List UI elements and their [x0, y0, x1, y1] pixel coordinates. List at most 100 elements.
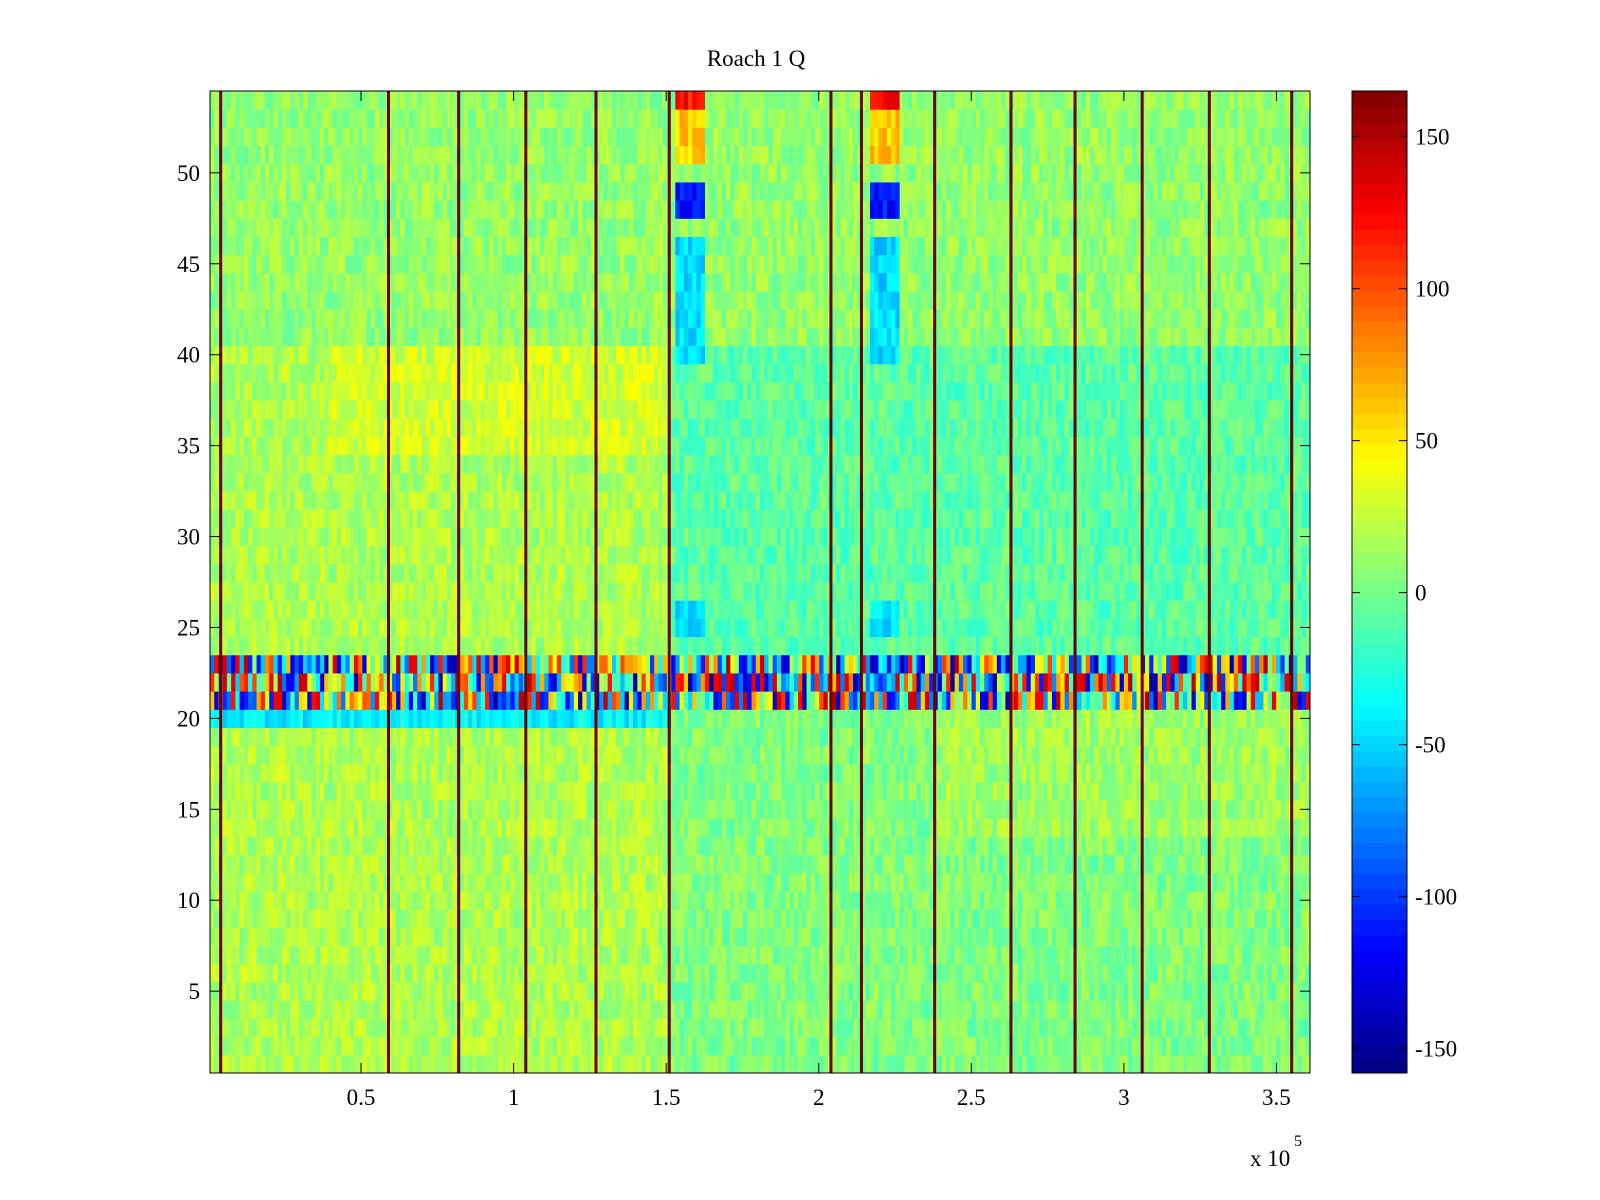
heatmap-cell	[1035, 909, 1040, 929]
heatmap-cell	[599, 854, 604, 874]
heatmap-cell	[501, 854, 507, 874]
heatmap-cell	[307, 709, 313, 728]
heatmap-cell	[413, 800, 418, 819]
heatmap-cell	[671, 782, 676, 801]
heatmap-cell	[281, 709, 287, 728]
heatmap-cell	[231, 927, 236, 947]
heatmap-cell	[349, 836, 355, 856]
heatmap-cell	[713, 836, 719, 856]
heatmap-cell	[996, 854, 1002, 874]
heatmap-cell	[599, 945, 604, 965]
heatmap-cell	[586, 800, 592, 819]
heatmap-cell	[290, 1000, 296, 1019]
heatmap-cell	[476, 763, 482, 783]
heatmap-cell	[404, 927, 410, 947]
heatmap-cell	[1263, 982, 1269, 1001]
heatmap-cell	[1259, 782, 1264, 801]
heatmap-cell	[1136, 1054, 1142, 1074]
heatmap-cell	[1119, 800, 1125, 819]
heatmap-cell	[375, 872, 380, 892]
heatmap-cell	[1259, 854, 1264, 874]
heatmap-cell	[768, 1018, 774, 1038]
heatmap-cell	[1246, 836, 1252, 856]
heatmap-cell	[1271, 836, 1277, 856]
heatmap-cell	[468, 963, 473, 983]
heatmap-cell	[1233, 854, 1239, 874]
heatmap-cell	[281, 854, 287, 874]
heatmap-cell	[688, 1036, 693, 1056]
heatmap-cell	[696, 1036, 702, 1056]
heatmap-cell	[332, 1018, 338, 1038]
heatmap-cell	[222, 727, 228, 747]
heatmap-cell	[362, 709, 368, 728]
heatmap-cell	[1001, 836, 1006, 856]
heatmap-cell	[468, 982, 473, 1001]
heatmap-cell	[810, 963, 816, 983]
heatmap-cell	[996, 1000, 1002, 1019]
heatmap-cell	[844, 872, 850, 892]
heatmap-cell	[798, 891, 803, 910]
heatmap-cell	[430, 945, 435, 965]
heatmap-cell	[324, 709, 329, 728]
heatmap-cell	[315, 891, 321, 910]
heatmap-cell	[1191, 927, 1197, 947]
heatmap-cell	[286, 1018, 291, 1038]
heatmap-cell	[235, 1018, 241, 1038]
heatmap-cell	[336, 709, 342, 728]
heatmap-cell	[747, 854, 753, 874]
heatmap-cell	[1280, 818, 1286, 838]
heatmap-cell	[1183, 891, 1188, 910]
heatmap-cell	[1018, 872, 1023, 892]
heatmap-cell	[929, 982, 934, 1001]
heatmap-cell	[705, 836, 710, 856]
heatmap-cell	[1271, 763, 1277, 783]
heatmap-cell	[362, 763, 368, 783]
heatmap-cell	[531, 800, 537, 819]
heatmap-cell	[379, 1018, 384, 1038]
heatmap-cell	[789, 982, 795, 1001]
heatmap-cell	[1060, 854, 1066, 874]
heatmap-cell	[582, 763, 588, 783]
heatmap-cell	[768, 1054, 774, 1074]
heatmap-cell	[1030, 963, 1036, 983]
heatmap-cell	[1047, 1000, 1053, 1019]
heatmap-cell	[954, 800, 960, 819]
heatmap-cell	[438, 982, 444, 1001]
heatmap-cell	[1153, 945, 1159, 965]
heatmap-cell	[751, 727, 757, 747]
heatmap-cell	[768, 982, 774, 1001]
heatmap-cell	[963, 872, 968, 892]
heatmap-cell	[349, 709, 355, 728]
heatmap-cell	[556, 836, 562, 856]
heatmap-cell	[1212, 727, 1218, 747]
heatmap-cell	[1157, 800, 1163, 819]
heatmap-cell	[298, 1036, 304, 1056]
heatmap-cell	[772, 727, 778, 747]
heatmap-cell	[1242, 982, 1248, 1001]
heatmap-cell	[925, 1000, 930, 1019]
heatmap-cell	[315, 1054, 321, 1074]
heatmap-cell	[1005, 1036, 1011, 1056]
heatmap-cell	[1161, 836, 1167, 856]
heatmap-cell	[485, 763, 490, 783]
heatmap-cell	[451, 909, 456, 929]
heatmap-cell	[468, 745, 473, 765]
heatmap-cell	[1293, 727, 1298, 747]
heatmap-cell	[358, 854, 363, 874]
heatmap-cell	[853, 927, 858, 947]
heatmap-cell	[840, 945, 846, 965]
heatmap-cell	[573, 909, 579, 929]
heatmap-cell	[1149, 727, 1154, 747]
heatmap-cell	[802, 800, 808, 819]
heatmap-cell	[459, 927, 465, 947]
heatmap-cell	[463, 745, 469, 765]
heatmap-cell	[222, 818, 228, 838]
heatmap-cell	[950, 963, 956, 983]
heatmap-cell	[620, 782, 626, 801]
heatmap-cell	[1098, 854, 1104, 874]
heatmap-cell	[785, 872, 791, 892]
heatmap-cell	[700, 963, 706, 983]
heatmap-cell	[396, 945, 401, 965]
heatmap-cell	[1043, 1054, 1049, 1074]
heatmap-cell	[1005, 800, 1011, 819]
